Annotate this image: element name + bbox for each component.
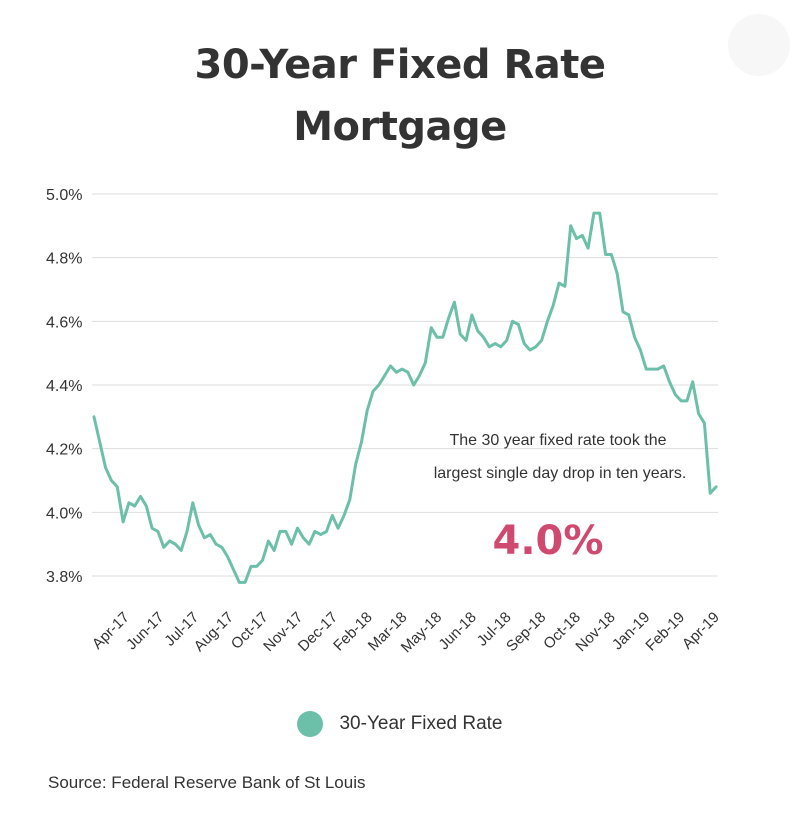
series-layer [92, 211, 718, 584]
annotation-highlight: 4.0% [493, 518, 604, 564]
x-axis: Apr-17Jun-17Jul-17Aug-17Oct-17Nov-17Dec-… [89, 609, 723, 656]
y-tick-label: 3.8% [46, 569, 82, 586]
gridlines [92, 193, 718, 577]
y-axis: 5.0% 4.8% 4.6% 4.4% 4.2% 4.0% 3.8% [46, 187, 82, 586]
annotation-line1: The 30 year fixed rate took the [449, 432, 666, 449]
y-tick-label: 5.0% [46, 187, 82, 204]
x-tick-label: Sep-18 [503, 609, 549, 655]
y-tick-label: 4.0% [46, 505, 82, 522]
y-tick-label: 4.2% [46, 442, 82, 459]
x-tick-label: Nov-18 [572, 609, 618, 655]
chart-title-line2: Mortgage [293, 104, 507, 150]
source-note: Source: Federal Reserve Bank of St Louis [48, 773, 366, 792]
x-tick-label: Aug-17 [191, 609, 237, 655]
x-tick-label: Jun-18 [435, 609, 479, 653]
x-tick-label: Dec-17 [295, 609, 341, 655]
annotation-line2: largest single day drop in ten years. [434, 465, 687, 482]
legend: 30-Year Fixed Rate [0, 711, 800, 737]
y-tick-label: 4.6% [46, 314, 82, 331]
chart-title: 30-Year Fixed Rate Mortgage [0, 34, 800, 158]
series-line [92, 211, 718, 584]
corner-badge [728, 14, 790, 76]
y-tick-label: 4.8% [46, 251, 82, 268]
x-tick-label: Jun-17 [123, 609, 167, 653]
x-tick-label: Apr-19 [679, 609, 723, 653]
legend-label: 30-Year Fixed Rate [339, 713, 503, 734]
x-tick-label: Feb-19 [642, 609, 688, 655]
x-tick-label: Apr-17 [89, 609, 133, 653]
annotation: The 30 year fixed rate took the largest … [434, 432, 687, 564]
y-tick-label: 4.4% [46, 378, 82, 395]
legend-marker [297, 711, 324, 737]
chart-title-line1: 30-Year Fixed Rate [194, 42, 606, 88]
